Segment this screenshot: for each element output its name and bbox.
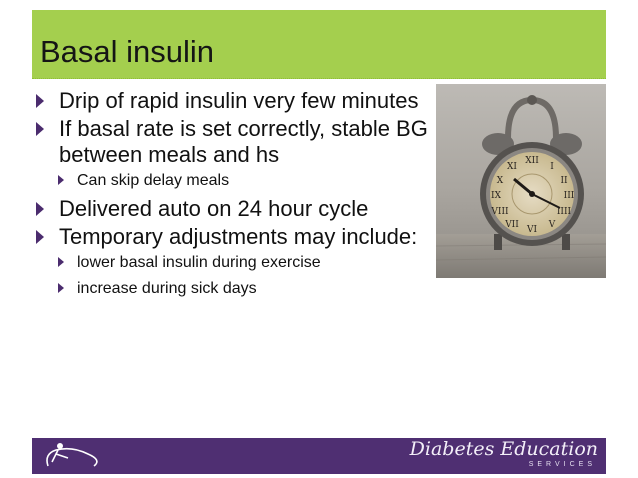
brand-subtitle: SERVICES (528, 461, 596, 468)
footer-bar: Diabetes Education SERVICES (32, 438, 606, 474)
bullet-item: Drip of rapid insulin very few minutes (34, 88, 454, 114)
svg-text:V: V (548, 220, 556, 230)
bullet-arrow-icon (36, 202, 44, 216)
sub-bullet-arrow-icon (58, 257, 64, 267)
title-bar: Basal insulin (32, 10, 606, 79)
sub-bullet-text: Can skip delay meals (77, 172, 230, 189)
bullet-item: Temporary adjustments may include: (34, 224, 454, 250)
bullet-text: Drip of rapid insulin very few minutes (59, 88, 419, 113)
svg-text:VII: VII (504, 220, 519, 230)
bullet-arrow-icon (36, 230, 44, 244)
bullet-arrow-icon (36, 94, 44, 108)
svg-text:IIII: IIII (557, 207, 572, 217)
svg-text:III: III (564, 191, 575, 201)
figure-logo-icon (46, 443, 98, 467)
brand-name: Diabetes Education (409, 438, 598, 460)
svg-text:I: I (550, 162, 554, 172)
bullet-arrow-icon (36, 122, 44, 136)
bullet-item: Delivered auto on 24 hour cycle (34, 196, 454, 222)
sub-bullet-text: increase during sick days (77, 280, 257, 297)
alarm-clock-photo: XII I II III IIII V VI VII VIII IX X XI (436, 84, 606, 278)
sub-bullet-item: increase during sick days (34, 278, 454, 300)
svg-text:XI: XI (507, 162, 517, 172)
sub-bullet-arrow-icon (58, 175, 64, 185)
svg-text:II: II (560, 176, 568, 186)
bullet-text: Temporary adjustments may include: (59, 224, 418, 249)
bullet-item: If basal rate is set correctly, stable B… (34, 116, 454, 168)
svg-text:VI: VI (526, 225, 537, 235)
sub-bullet-item: Can skip delay meals (34, 170, 454, 192)
svg-text:IX: IX (491, 191, 502, 201)
bullet-text: If basal rate is set correctly, stable B… (59, 116, 428, 167)
sub-bullet-item: lower basal insulin during exercise (34, 252, 454, 274)
svg-text:VIII: VIII (490, 207, 509, 217)
svg-text:XII: XII (525, 156, 539, 166)
bullet-text: Delivered auto on 24 hour cycle (59, 196, 369, 221)
sub-bullet-text: lower basal insulin during exercise (77, 254, 321, 271)
sub-bullet-arrow-icon (58, 283, 64, 293)
alarm-clock-icon: XII I II III IIII V VI VII VIII IX X XI (436, 95, 606, 278)
svg-text:X: X (497, 176, 504, 186)
bullet-list: Drip of rapid insulin very few minutes I… (34, 88, 454, 304)
slide-title: Basal insulin (40, 34, 215, 69)
